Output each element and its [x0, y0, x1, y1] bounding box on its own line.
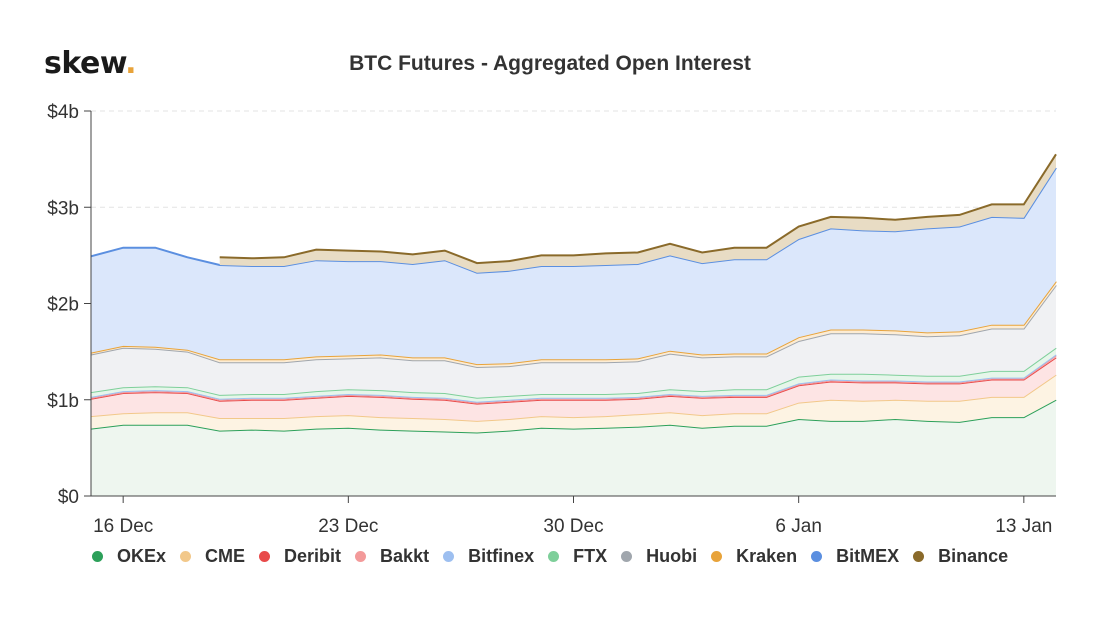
- legend-label: OKEx: [117, 546, 167, 566]
- legend-label: CME: [205, 546, 246, 566]
- legend-item-ftx[interactable]: FTX: [548, 546, 607, 567]
- x-tick-label: 16 Dec: [93, 516, 153, 537]
- line-binance: [219, 153, 1057, 265]
- skew-logo: skew.: [44, 46, 137, 81]
- y-tick-label: $1b: [47, 391, 79, 412]
- x-tick-label: 23 Dec: [318, 516, 378, 537]
- legend-dot-icon: [711, 551, 723, 562]
- y-tick-label: $3b: [47, 198, 79, 219]
- y-tick-labels: $0 $1b $2b $3b $4b: [47, 102, 79, 508]
- legend-label: Bitfinex: [468, 546, 535, 566]
- legend-item-kraken[interactable]: Kraken: [711, 546, 797, 567]
- area-cme: [91, 374, 1056, 433]
- legend-item-binance[interactable]: Binance: [913, 546, 1008, 567]
- legend-item-bitfinex[interactable]: Bitfinex: [443, 546, 534, 567]
- legend-dot-icon: [548, 551, 560, 562]
- area-huobi: [91, 285, 1056, 398]
- legend-item-deribit[interactable]: Deribit: [259, 546, 341, 567]
- chart-title: BTC Futures - Aggregated Open Interest: [349, 52, 751, 75]
- legend-item-cme[interactable]: CME: [180, 546, 245, 567]
- y-tick-label: $4b: [47, 102, 79, 123]
- legend-label: Binance: [938, 546, 1009, 566]
- x-tick-labels: 16 Dec 23 Dec 30 Dec 6 Jan 13 Jan: [93, 516, 1052, 537]
- legend-dot-icon: [621, 551, 633, 562]
- legend-item-bakkt[interactable]: Bakkt: [355, 546, 429, 567]
- legend-label: Kraken: [736, 546, 798, 566]
- legend: OKEx CME Deribit Bakkt Bitfinex FTX Huobi Krake…: [92, 546, 1022, 567]
- stacked-areas: [90, 153, 1057, 496]
- legend-dot-icon: [355, 551, 367, 562]
- legend-dot-icon: [92, 551, 103, 562]
- legend-label: Bakkt: [380, 546, 430, 566]
- area-binance: [219, 154, 1056, 273]
- area-bitmex: [91, 167, 1056, 365]
- x-tick-label: 13 Jan: [995, 516, 1052, 537]
- area-deribit: [91, 357, 1056, 421]
- legend-dot-icon: [913, 551, 925, 562]
- legend-dot-icon: [811, 551, 823, 562]
- legend-dot-icon: [443, 551, 455, 562]
- x-tick-label: 30 Dec: [543, 516, 603, 537]
- legend-dot-icon: [180, 551, 192, 562]
- legend-item-okex[interactable]: OKEx: [92, 546, 166, 567]
- legend-label: Deribit: [284, 546, 342, 566]
- axes: [84, 110, 1056, 503]
- area-okex: [91, 399, 1056, 496]
- y-tick-label: $0: [58, 487, 79, 508]
- x-tick-label: 6 Jan: [775, 516, 821, 537]
- y-tick-label: $2b: [47, 295, 79, 316]
- legend-label: Huobi: [646, 546, 698, 566]
- legend-dot-icon: [259, 551, 271, 562]
- legend-label: BitMEX: [836, 546, 900, 566]
- legend-label: FTX: [573, 546, 608, 566]
- legend-item-bitmex[interactable]: BitMEX: [811, 546, 899, 567]
- legend-item-huobi[interactable]: Huobi: [621, 546, 697, 567]
